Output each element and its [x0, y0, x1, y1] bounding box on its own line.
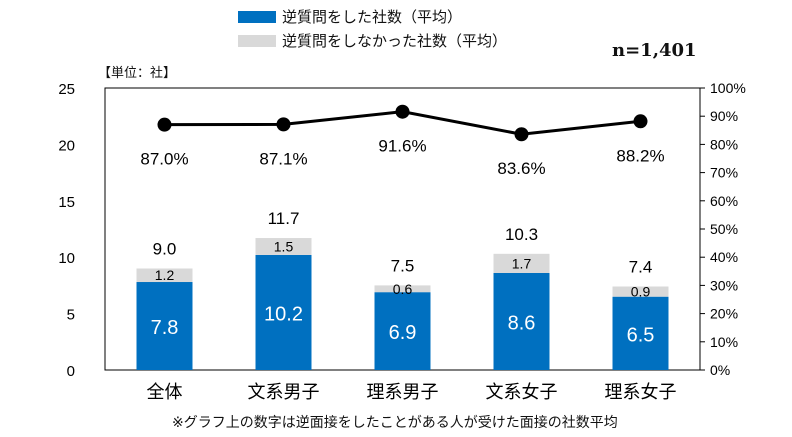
- legend-label-series1: 逆質問をした社数（平均）: [282, 8, 463, 26]
- y-right-tick-label: 40%: [710, 249, 738, 265]
- data-label-series1: 6.9: [389, 322, 417, 344]
- data-label-series2: 1.2: [155, 267, 175, 283]
- data-label-series1: 10.2: [264, 303, 303, 325]
- bar-series1: [612, 296, 669, 370]
- y-right-tick-label: 100%: [710, 80, 746, 96]
- legend-series1: 逆質問をした社数（平均）: [238, 6, 462, 27]
- legend-swatch-series2: [238, 34, 276, 47]
- line-data-label: 87.0%: [140, 150, 188, 169]
- bar-series2: [493, 253, 550, 273]
- x-tick-label: 理系男子: [367, 382, 439, 403]
- y-right-tick-label: 80%: [710, 136, 738, 152]
- line-point: [633, 114, 648, 129]
- data-label-series2: 0.9: [631, 284, 651, 300]
- data-label-series1: 7.8: [151, 317, 179, 339]
- line-point: [395, 104, 410, 119]
- y-right-tick-label: 0%: [710, 362, 730, 378]
- y-left-tick-label: 0: [67, 363, 75, 380]
- y-right-tick-label: 30%: [710, 277, 738, 293]
- data-label-series1: 8.6: [508, 312, 536, 334]
- bar-series1: [493, 272, 550, 370]
- bar-series2: [374, 285, 431, 293]
- unit-label: 【単位：社】: [98, 66, 177, 81]
- x-tick-label: 全体: [147, 382, 183, 403]
- line-point: [276, 117, 291, 132]
- footnote: ※グラフ上の数字は逆面接をしたことがある人が受けた面接の社数平均: [172, 415, 618, 431]
- bar-series1: [136, 282, 193, 370]
- data-label-series2: 0.6: [393, 281, 413, 297]
- y-left-tick-label: 25: [58, 81, 75, 98]
- bar-series2: [136, 268, 193, 283]
- data-label-total: 7.5: [391, 256, 415, 275]
- x-tick-label: 文系男子: [248, 382, 320, 403]
- y-right-tick-label: 50%: [710, 221, 738, 237]
- sample-size: n=1,401: [612, 40, 697, 61]
- data-label-series2: 1.5: [274, 238, 294, 254]
- bar-series2: [255, 238, 312, 255]
- line-point: [157, 117, 172, 132]
- y-left-tick-label: 10: [58, 250, 75, 267]
- legend-swatch-series1: [238, 10, 276, 23]
- data-label-total: 9.0: [153, 239, 177, 258]
- legend-label-series2: 逆質問をしなかった社数（平均）: [282, 32, 508, 50]
- data-label-total: 11.7: [268, 209, 300, 228]
- y-left-tick-label: 15: [58, 194, 75, 211]
- line-data-label: 91.6%: [378, 137, 426, 156]
- y-right-tick-label: 70%: [710, 165, 738, 181]
- y-right-tick-label: 10%: [710, 334, 738, 350]
- data-label-total: 10.3: [505, 225, 538, 244]
- bar-series2: [612, 286, 669, 297]
- y-right-tick-label: 60%: [710, 193, 738, 209]
- line-data-label: 88.2%: [616, 146, 664, 165]
- line-data-label: 87.1%: [259, 149, 307, 168]
- bar-series1: [255, 254, 312, 370]
- legend-series2: 逆質問をしなかった社数（平均）: [238, 30, 507, 51]
- line-data-label: 83.6%: [497, 159, 545, 178]
- y-left-tick-label: 20: [58, 137, 75, 154]
- bar-series1: [374, 292, 431, 370]
- x-tick-label: 文系女子: [486, 382, 558, 403]
- x-tick-label: 理系女子: [605, 382, 677, 403]
- y-left-tick-label: 5: [67, 307, 75, 324]
- y-right-tick-label: 90%: [710, 108, 738, 124]
- data-label-series2: 1.7: [512, 255, 532, 271]
- data-label-total: 7.4: [629, 258, 653, 277]
- data-label-series1: 6.5: [627, 324, 655, 346]
- y-right-tick-label: 20%: [710, 306, 738, 322]
- line-point: [514, 127, 529, 142]
